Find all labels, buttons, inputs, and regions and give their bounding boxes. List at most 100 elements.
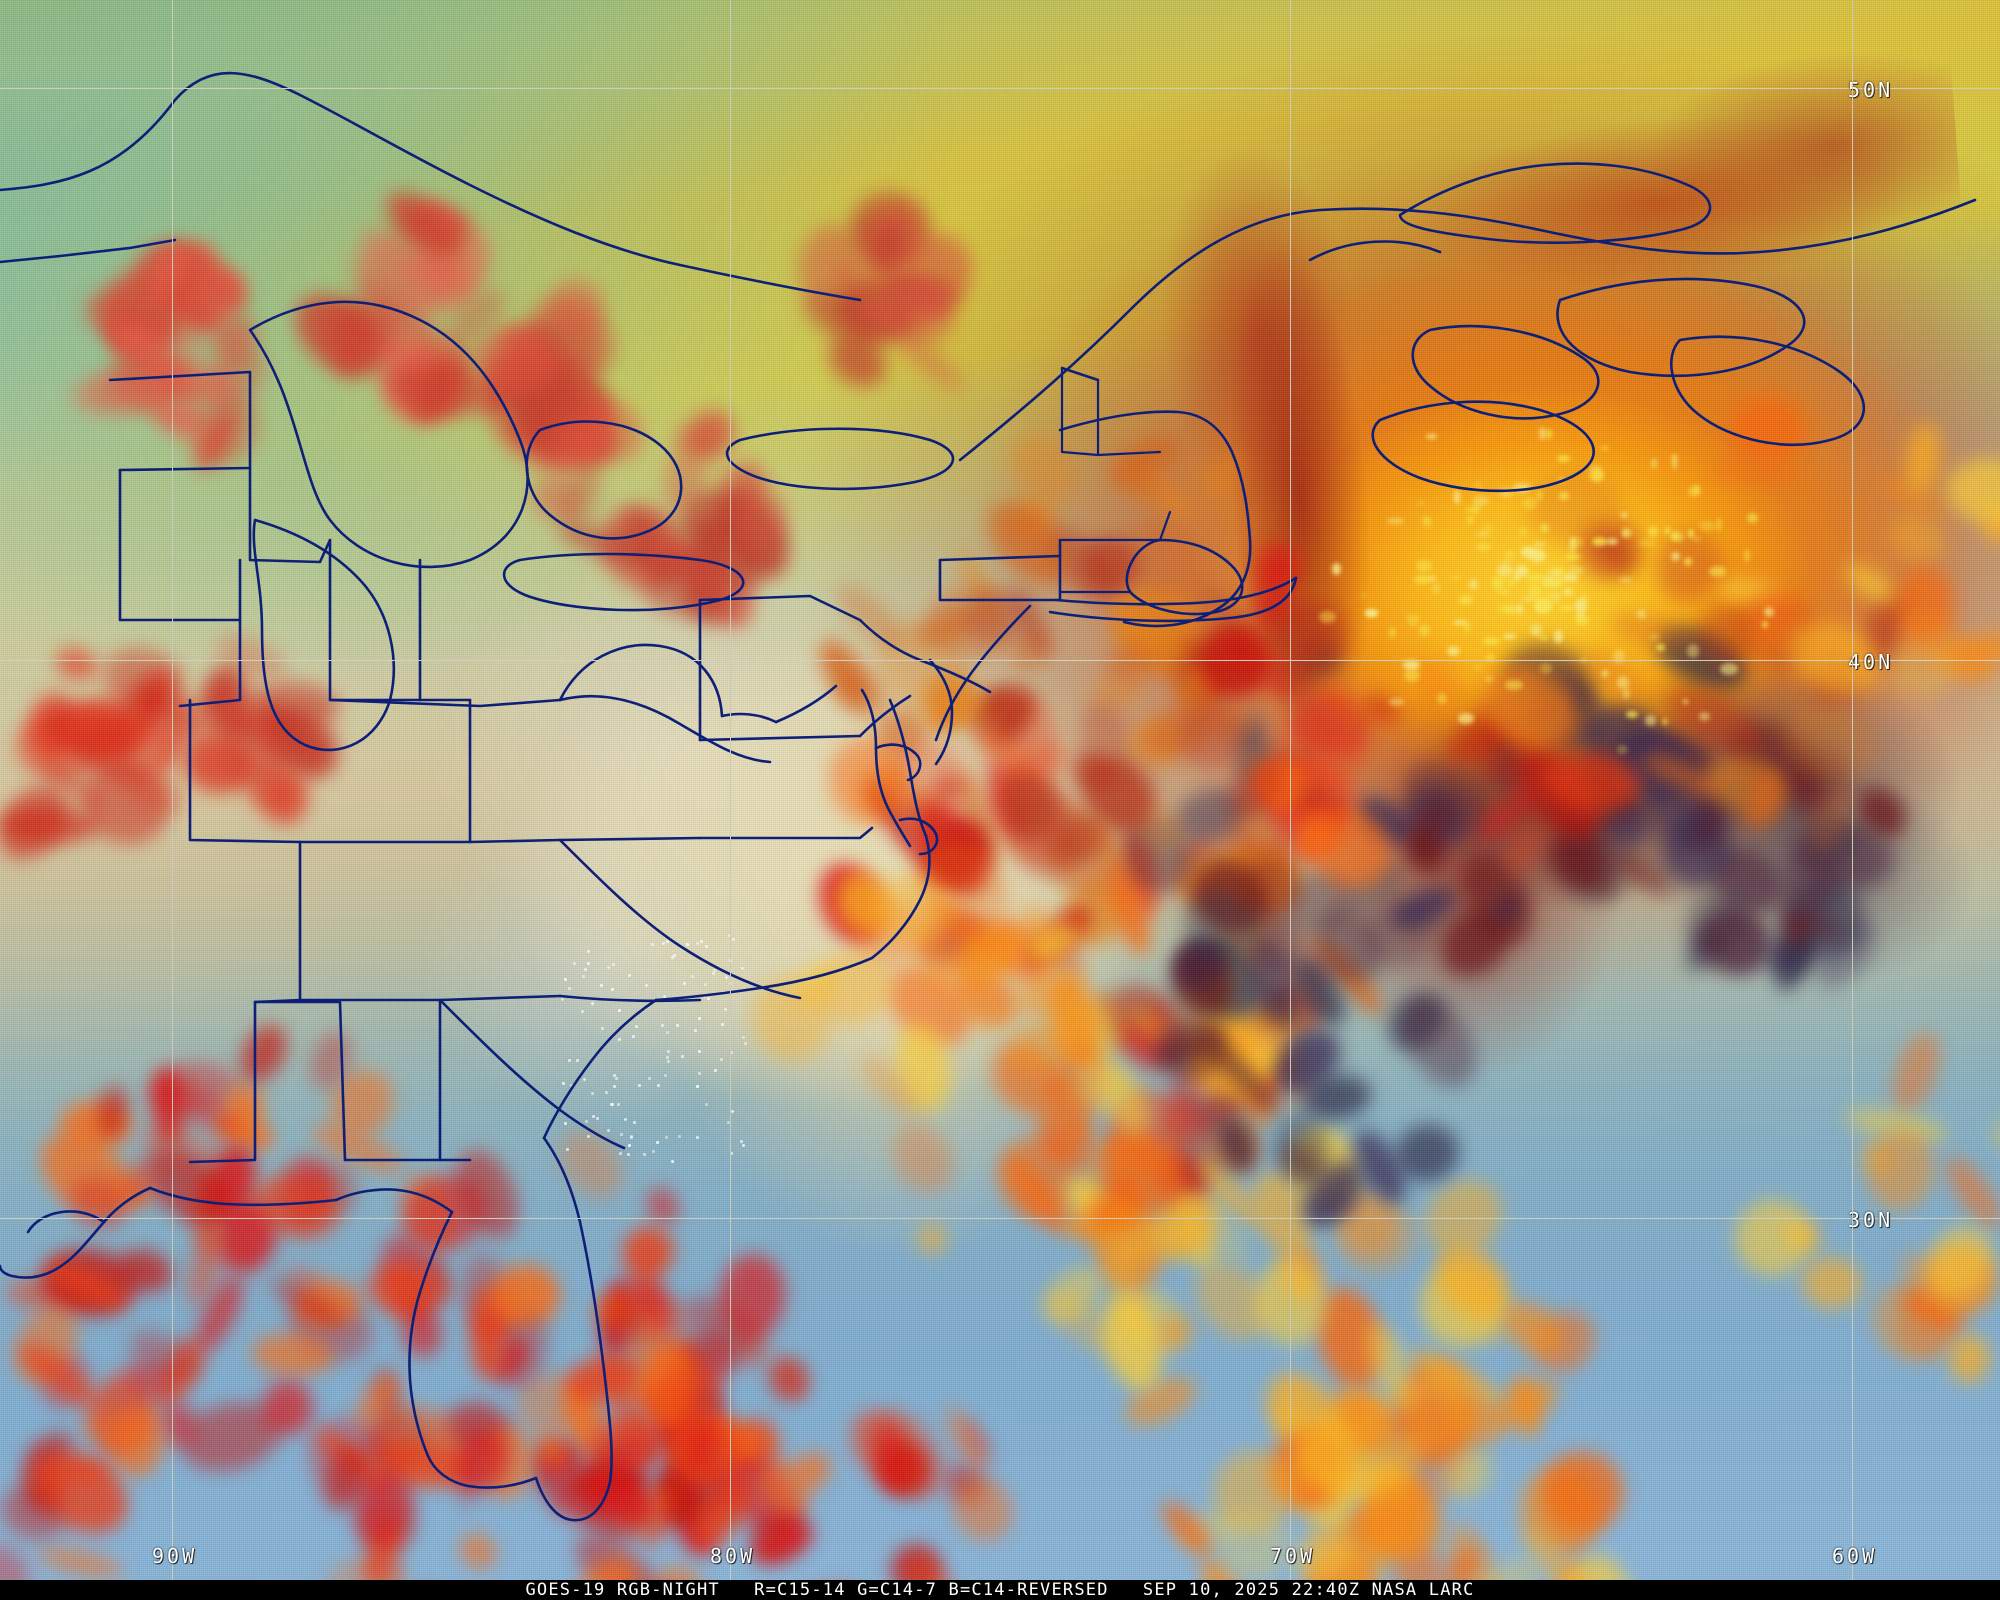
white-speckle	[680, 1054, 684, 1058]
massachusetts-north	[1058, 510, 1172, 542]
lake-michigan	[252, 518, 396, 752]
white-speckle	[696, 1136, 700, 1140]
cyclone-core-speckle	[1761, 620, 1768, 628]
longitude-line-70w	[1290, 0, 1291, 1582]
cyclone-core-speckle	[1453, 619, 1467, 626]
pennsylvania-maryland	[698, 734, 862, 742]
white-speckle	[675, 1023, 679, 1027]
virginia-nc-border	[698, 826, 874, 840]
cyclone-core-speckle	[1747, 513, 1758, 524]
latitude-label-30n: 30N	[1848, 1208, 1894, 1232]
cyclone-core-speckle	[1520, 546, 1536, 559]
cyclone-core-speckle	[1574, 599, 1588, 613]
cyclone-core-speckle	[1446, 645, 1460, 656]
lake-superior	[248, 300, 529, 569]
white-speckle	[644, 983, 648, 987]
cyclone-core-speckle	[1466, 516, 1475, 525]
cyclone-core-speckle	[1664, 526, 1672, 536]
cyclone-core-speckle	[1621, 511, 1627, 518]
cyclone-core-speckle	[1648, 525, 1659, 538]
white-speckle	[629, 1135, 633, 1139]
white-speckle	[660, 1024, 664, 1028]
new-jersey-coast	[934, 604, 1032, 742]
cyclone-core-speckle	[1536, 490, 1544, 501]
cyclone-core-speckle	[1518, 525, 1527, 537]
iowa-illinois	[118, 468, 242, 622]
white-speckle	[671, 956, 675, 960]
cyclone-core-speckle	[1661, 717, 1668, 725]
new-york-new-jersey	[858, 618, 992, 694]
cyclone-core-speckle	[1589, 464, 1602, 473]
cyclone-core-speckle	[1580, 594, 1588, 603]
cyclone-core-speckle	[1496, 589, 1510, 594]
white-speckle	[618, 1038, 622, 1042]
white-speckle	[643, 1152, 647, 1156]
white-speckle	[586, 949, 590, 953]
cyclone-core-speckle	[1513, 570, 1521, 583]
white-speckle	[560, 998, 564, 1002]
cyclone-core-speckle	[1503, 634, 1516, 639]
white-speckle	[652, 1149, 656, 1153]
vermont-border	[1060, 366, 1100, 457]
missouri-arkansas	[188, 698, 302, 844]
white-speckle	[729, 1151, 733, 1155]
ny-ct-border	[938, 558, 1062, 602]
cyclone-core-speckle	[1406, 614, 1421, 623]
cyclone-core-speckle	[1515, 603, 1524, 615]
illinois-wisconsin	[248, 466, 332, 564]
white-speckle	[563, 1121, 567, 1125]
cyclone-core-speckle	[1559, 604, 1576, 611]
gulf-of-st-lawrence-shore	[1556, 277, 1806, 378]
cyclone-core-speckle	[1528, 586, 1543, 601]
white-speckle	[678, 1134, 682, 1138]
virginia-maryland	[774, 684, 838, 724]
white-speckle	[596, 1116, 600, 1120]
cyclone-core-speckle	[1361, 592, 1367, 598]
alabama-mississippi	[253, 1000, 347, 1162]
cyclone-core-speckle	[1687, 644, 1700, 659]
cyclone-core-speckle	[1744, 548, 1750, 563]
latitude-label-40n: 40N	[1848, 650, 1894, 674]
cyclone-core-speckle	[1600, 446, 1610, 451]
cyclone-core-speckle	[1623, 528, 1634, 538]
cyclone-core-speckle	[1474, 664, 1481, 670]
cyclone-core-speckle	[1538, 579, 1553, 585]
cyclone-core-speckle	[1403, 660, 1420, 670]
cyclone-core-speckle	[1570, 536, 1584, 547]
cyclone-core-speckle	[1482, 524, 1495, 532]
white-speckle	[694, 1028, 698, 1032]
white-speckle	[637, 1083, 641, 1087]
west-virginia-south	[558, 694, 772, 764]
longitude-label-80w: 80W	[710, 1544, 756, 1568]
white-speckle	[611, 1103, 615, 1107]
long-island-north	[1054, 576, 1298, 606]
white-speckle	[667, 1060, 671, 1064]
white-speckle	[655, 1141, 659, 1145]
wv-va-border	[720, 712, 778, 724]
white-speckle	[572, 961, 576, 965]
white-speckle	[721, 1022, 725, 1026]
image-caption: GOES-19 RGB-NIGHT R=C15-14 G=C14-7 B=C14…	[0, 1580, 2000, 1600]
latitude-line-50n	[0, 88, 2000, 89]
white-speckle	[665, 1056, 669, 1060]
white-speckle	[566, 1147, 570, 1151]
white-speckle	[695, 942, 699, 946]
louisiana-delta	[0, 1186, 152, 1279]
white-speckle	[583, 968, 587, 972]
cyclone-core-speckle	[1365, 610, 1378, 617]
anticosti-island	[1398, 162, 1712, 244]
white-speckle	[712, 971, 716, 975]
white-speckle	[662, 994, 666, 998]
latitude-label-50n: 50N	[1848, 78, 1894, 102]
white-speckle	[601, 1027, 605, 1031]
white-speckle	[584, 1120, 588, 1124]
florida-west-coast	[408, 1210, 454, 1458]
cyclone-core-speckle	[1520, 546, 1533, 553]
cyclone-core-speckle	[1425, 434, 1437, 439]
white-speckle	[742, 1035, 746, 1039]
florida-east-coast	[534, 1136, 613, 1522]
florida-panhandle-east	[334, 1188, 454, 1214]
arkansas-mississippi	[253, 840, 302, 1004]
cyclone-core-speckle	[1457, 713, 1475, 724]
